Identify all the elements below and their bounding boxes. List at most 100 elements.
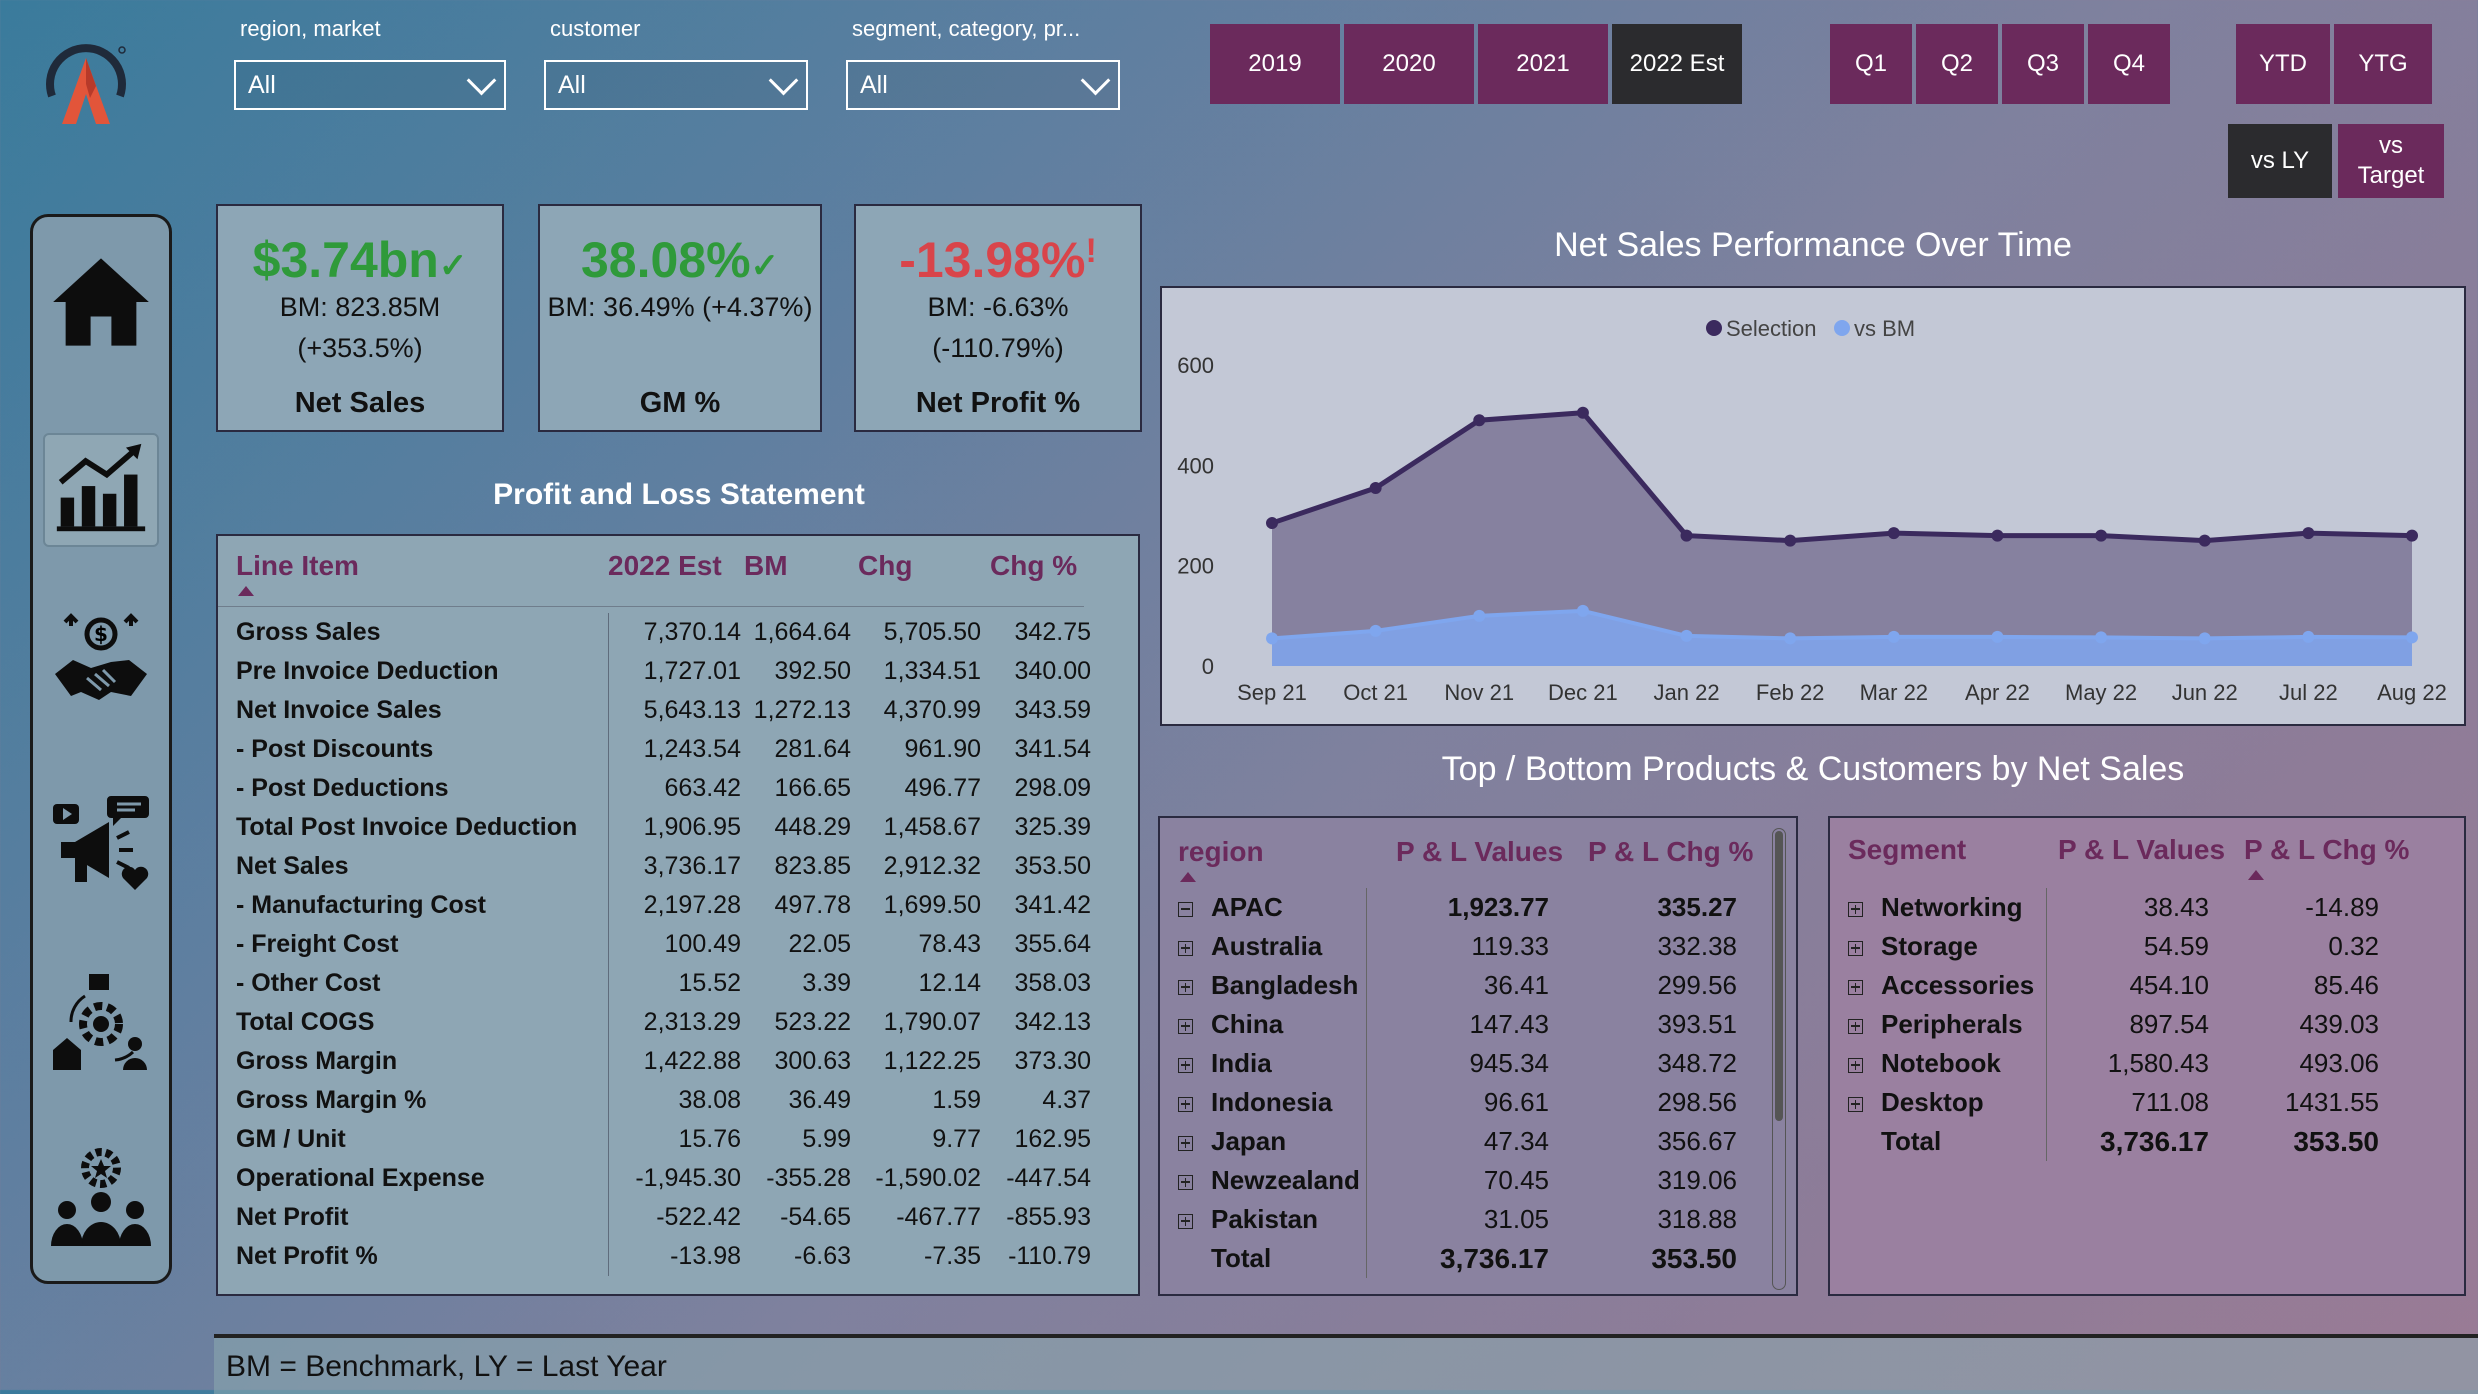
pl-header-bm[interactable]: BM — [744, 550, 788, 581]
vs-ly-button[interactable]: vs LY — [2228, 124, 2332, 198]
pl-row: - Post Discounts 1,243.54 281.64 961.90 341.… — [218, 730, 1091, 769]
segment-name: Accessories — [1881, 970, 2035, 1000]
year-2022-est-button[interactable]: 2022 Est — [1612, 24, 1742, 104]
region-value: 96.61 — [1483, 1087, 1549, 1117]
nav-supply-chain[interactable] — [43, 967, 159, 1081]
expand-icon[interactable] — [1848, 940, 1863, 956]
region-value: 3,736.17 — [1440, 1242, 1549, 1274]
region-header-name[interactable]: region — [1178, 836, 1264, 867]
pl-header-chg[interactable]: Chg — [858, 550, 913, 581]
quarter-q2-button[interactable]: Q2 — [1916, 24, 1998, 104]
expand-icon[interactable] — [1848, 979, 1863, 995]
segment-row[interactable]: Networking 38.43 -14.89 — [1830, 888, 2379, 927]
region-change: 348.72 — [1657, 1048, 1737, 1078]
region-name: Bangladesh — [1211, 970, 1359, 1000]
expand-icon[interactable] — [1178, 940, 1193, 956]
region-table-scrollbar[interactable] — [1772, 828, 1786, 1290]
segment-header-values[interactable]: P & L Values — [2058, 834, 2226, 865]
collapse-icon[interactable] — [1178, 901, 1193, 917]
pl-cell-value: -13.98 — [670, 1242, 741, 1270]
pl-cell-value: 1,272.13 — [753, 696, 851, 724]
nav-marketing[interactable] — [43, 787, 159, 901]
region-change: 335.27 — [1657, 892, 1737, 922]
nav-home[interactable] — [43, 247, 159, 361]
expand-icon[interactable] — [1178, 979, 1193, 995]
expand-icon[interactable] — [1178, 1057, 1193, 1073]
kpi-net-profit-label: Net Profit % — [915, 387, 1081, 419]
pl-cell-value: -7.35 — [924, 1242, 981, 1270]
segment-change: 439.03 — [2299, 1009, 2379, 1039]
ytd-button[interactable]: YTD — [2236, 24, 2330, 104]
filter-customer-dropdown[interactable]: All — [544, 60, 808, 110]
region-change: 356.67 — [1657, 1126, 1737, 1156]
segment-rows: Networking 38.43 -14.89 Storage 54.59 0.32 Acc… — [1830, 888, 2380, 1161]
y-tick-label: 0 — [1202, 654, 1214, 679]
pl-cell-value: 497.78 — [774, 891, 851, 919]
data-point — [1576, 406, 1589, 419]
region-row[interactable]: Pakistan 31.05 318.88 — [1160, 1200, 1737, 1239]
region-row[interactable]: Japan 47.34 356.67 — [1160, 1122, 1737, 1161]
pl-cell-value: 1,790.07 — [883, 1008, 981, 1036]
region-row[interactable]: China 147.43 393.51 — [1160, 1005, 1737, 1044]
segment-header-name[interactable]: Segment — [1848, 834, 1967, 865]
pl-cell-line-item: Net Profit — [218, 1198, 609, 1237]
quarter-q3-button[interactable]: Q3 — [2002, 24, 2084, 104]
region-row[interactable]: APAC 1,923.77 335.27 — [1160, 888, 1737, 927]
pl-cell-value: 15.52 — [678, 969, 741, 997]
expand-icon[interactable] — [1178, 1213, 1193, 1229]
filter-segment-dropdown[interactable]: All — [846, 60, 1120, 110]
segment-row[interactable]: Storage 54.59 0.32 — [1830, 927, 2379, 966]
x-tick-label: Jun 22 — [2172, 680, 2238, 705]
expand-icon[interactable] — [1848, 1018, 1863, 1034]
region-rows: APAC 1,923.77 335.27 Australia 119.33 332.38 B… — [1160, 888, 1738, 1278]
segment-name: Desktop — [1881, 1087, 1984, 1117]
region-header-values[interactable]: P & L Values — [1396, 836, 1564, 867]
kpi-net-profit-value: -13.98% — [899, 232, 1086, 288]
region-row[interactable]: Australia 119.33 332.38 — [1160, 927, 1737, 966]
nav-analytics[interactable] — [43, 433, 159, 547]
expand-icon[interactable] — [1178, 1135, 1193, 1151]
region-table: region P & L Values P & L Chg % APAC 1,92… — [1158, 816, 1798, 1296]
expand-icon[interactable] — [1178, 1096, 1193, 1112]
segment-row[interactable]: Peripherals 897.54 439.03 — [1830, 1005, 2379, 1044]
segment-row[interactable]: Desktop 711.08 1431.55 — [1830, 1083, 2379, 1122]
year-2021-button[interactable]: 2021 — [1478, 24, 1608, 104]
year-2020-button[interactable]: 2020 — [1344, 24, 1474, 104]
pl-cell-value: 663.42 — [664, 774, 741, 802]
expand-icon[interactable] — [1848, 1096, 1863, 1112]
quarter-q1-button[interactable]: Q1 — [1830, 24, 1912, 104]
data-point — [2302, 527, 2315, 540]
expand-icon[interactable] — [1178, 1174, 1193, 1190]
vs-target-button[interactable]: vs Target — [2338, 124, 2444, 198]
segment-header-chg[interactable]: P & L Chg % — [2244, 834, 2410, 865]
region-header-chg[interactable]: P & L Chg % — [1588, 836, 1754, 867]
segment-row[interactable]: Accessories 454.10 85.46 — [1830, 966, 2379, 1005]
pl-header-chg-pct[interactable]: Chg % — [990, 550, 1078, 581]
year-2019-button[interactable]: 2019 — [1210, 24, 1340, 104]
pl-header-line-item[interactable]: Line Item — [236, 550, 359, 581]
data-point — [1887, 527, 1900, 540]
region-row[interactable]: India 945.34 348.72 — [1160, 1044, 1737, 1083]
y-tick-label: 200 — [1177, 554, 1214, 579]
expand-icon[interactable] — [1848, 1057, 1863, 1073]
region-row[interactable]: Newzealand 70.45 319.06 — [1160, 1161, 1737, 1200]
quarter-q4-button[interactable]: Q4 — [2088, 24, 2170, 104]
pl-cell-line-item: Pre Invoice Deduction — [218, 652, 609, 691]
chevron-down-icon — [1080, 65, 1111, 95]
region-row[interactable]: Bangladesh 36.41 299.56 — [1160, 966, 1737, 1005]
nav-team[interactable] — [43, 1143, 159, 1257]
segment-total-row: Total 3,736.17 353.50 — [1830, 1122, 2379, 1161]
expand-icon[interactable] — [1178, 1018, 1193, 1034]
expand-icon[interactable] — [1848, 901, 1863, 917]
nav-finance[interactable]: $ — [43, 607, 159, 721]
data-point — [1680, 529, 1693, 542]
pl-header-2022-est[interactable]: 2022 Est — [608, 550, 722, 581]
region-name: China — [1211, 1009, 1284, 1039]
ytg-button[interactable]: YTG — [2334, 24, 2432, 104]
pl-cell-value: 4,370.99 — [883, 696, 981, 724]
segment-row[interactable]: Notebook 1,580.43 493.06 — [1830, 1044, 2379, 1083]
pl-cell-value: 1,727.01 — [643, 657, 741, 685]
region-row[interactable]: Indonesia 96.61 298.56 — [1160, 1083, 1737, 1122]
data-point — [2406, 529, 2418, 542]
filter-region-dropdown[interactable]: All — [234, 60, 506, 110]
